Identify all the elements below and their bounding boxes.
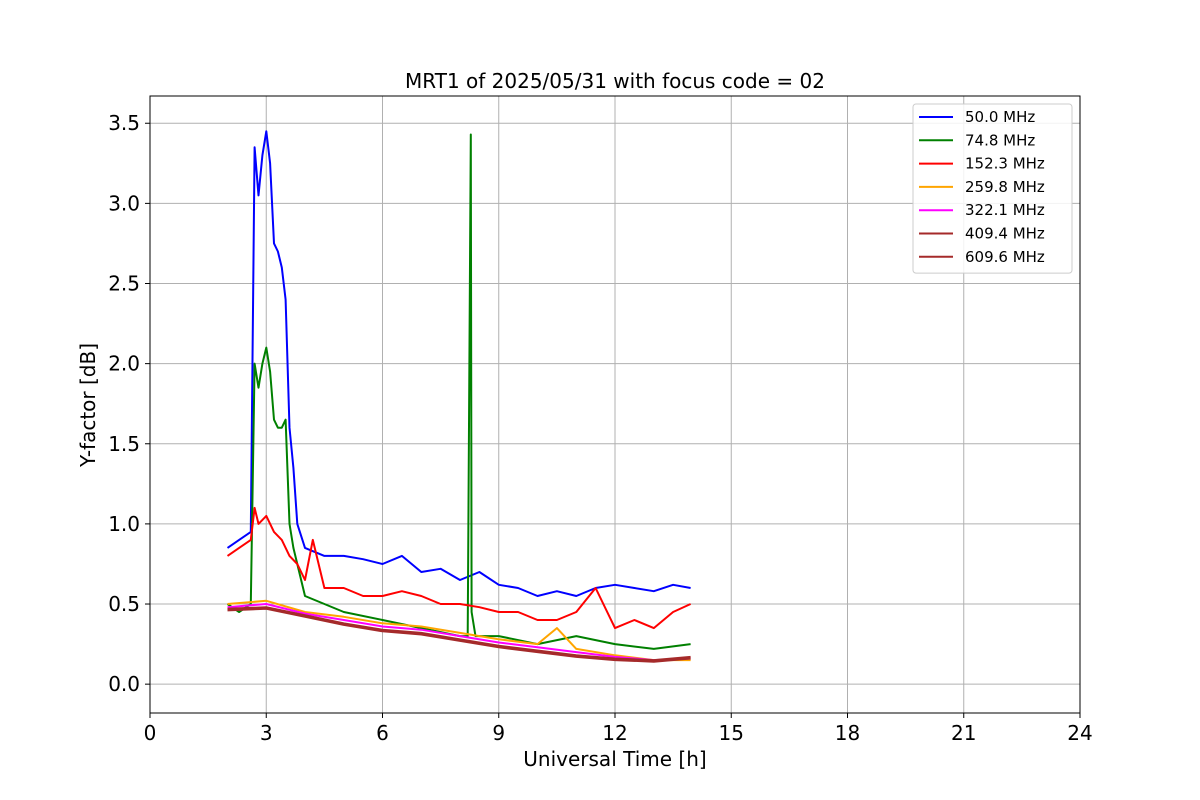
series-line-2: [226, 133, 691, 650]
legend-frame: [912, 103, 1073, 274]
legend-label: 259.8 MHz: [965, 178, 1045, 196]
y-tick-label: 2.0: [108, 352, 140, 376]
x-tick-label: 15: [719, 721, 744, 745]
y-tick-label: 0.5: [108, 592, 140, 616]
series-line-6: [227, 606, 691, 662]
legend-label: 409.4 MHz: [965, 225, 1045, 243]
x-tick-label: 12: [602, 721, 627, 745]
series-line-7: [227, 607, 691, 663]
x-tick-label: 0: [144, 721, 157, 745]
legend: 50.0 MHz 74.8 MHz 152.3 MHz 259.8 MHz 32…: [912, 103, 1073, 274]
series-line-1: [226, 130, 691, 597]
legend-label: 322.1 MHz: [965, 201, 1045, 219]
y-axis-label: Y-factor [dB]: [76, 343, 100, 468]
chart-title: MRT1 of 2025/05/31 with focus code = 02: [405, 69, 825, 93]
legend-label: 609.6 MHz: [965, 248, 1045, 266]
y-tick-label: 1.0: [108, 512, 140, 536]
ticks: 0 3 6 9 12 15 18 21 24 0.0 0.5 1.0 1.5 2.0 2.5 3.0 3.5: [108, 111, 1093, 745]
x-tick-label: 24: [1067, 721, 1092, 745]
y-tick-label: 3.0: [108, 191, 140, 215]
y-tick-label: 1.5: [108, 432, 140, 456]
y-tick-label: 0.0: [108, 672, 140, 696]
legend-label: 74.8 MHz: [965, 131, 1035, 149]
x-tick-label: 18: [835, 721, 860, 745]
x-axis-label: Universal Time [h]: [523, 747, 706, 771]
legend-label: 50.0 MHz: [965, 108, 1035, 126]
series-layer: [226, 130, 692, 663]
series-line-4: [227, 599, 691, 662]
x-tick-label: 9: [492, 721, 505, 745]
series-line-5: [227, 603, 691, 662]
x-tick-label: 3: [260, 721, 273, 745]
x-tick-label: 6: [376, 721, 389, 745]
x-tick-label: 21: [951, 721, 976, 745]
series-line-3: [226, 506, 692, 630]
y-tick-label: 3.5: [108, 111, 140, 135]
legend-label: 152.3 MHz: [965, 155, 1045, 173]
y-tick-label: 2.5: [108, 272, 140, 296]
